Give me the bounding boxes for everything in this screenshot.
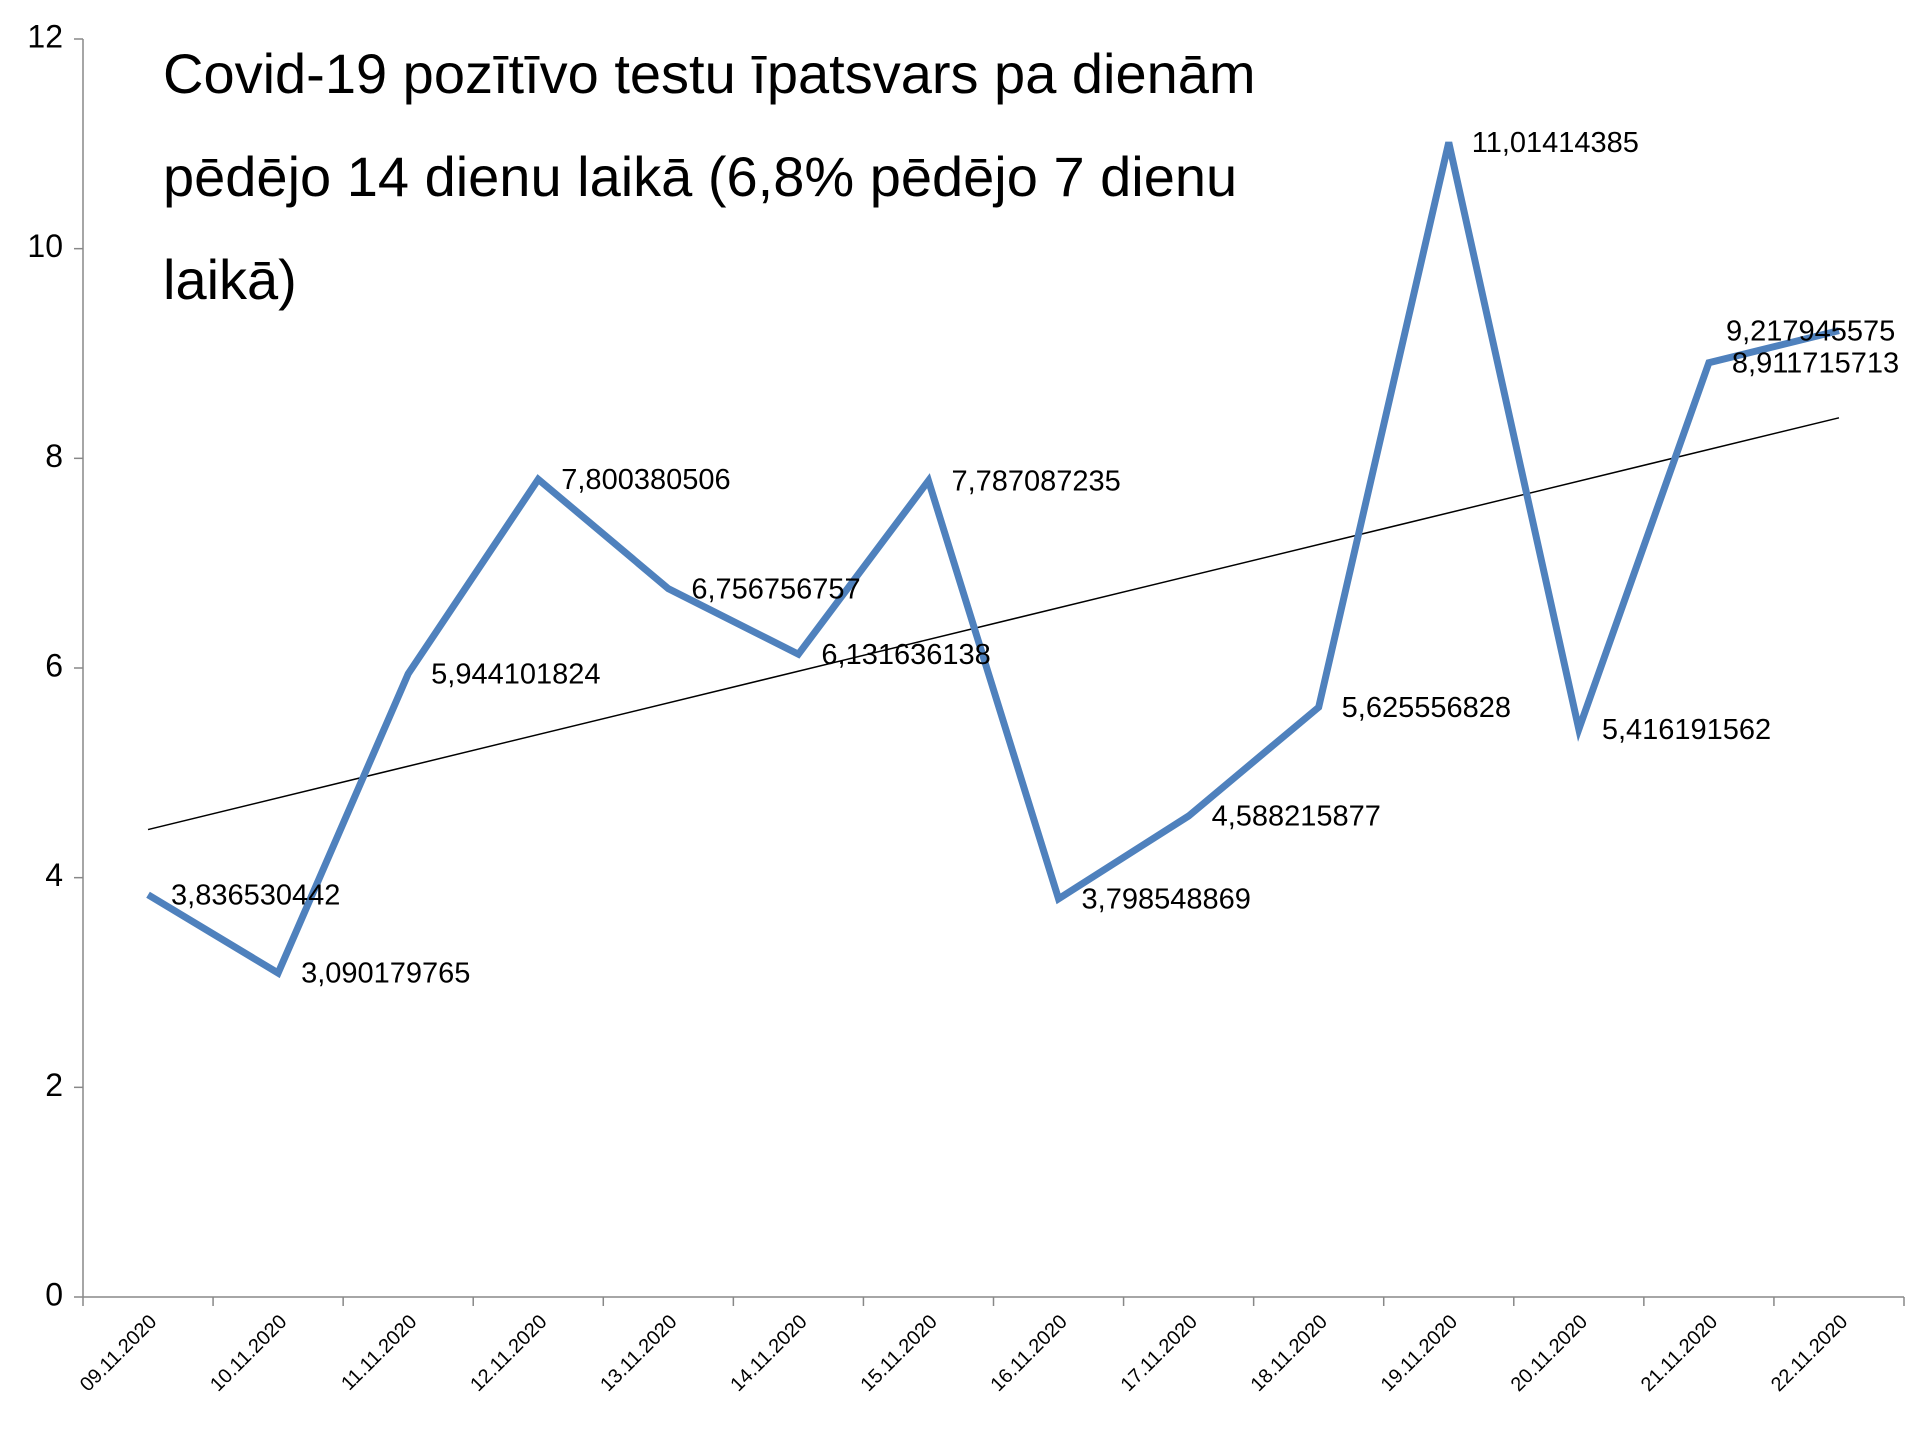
data-label: 9,217945575 xyxy=(1726,315,1895,347)
y-tick-label: 12 xyxy=(27,18,63,54)
x-tick-label: 11.11.2020 xyxy=(337,1311,421,1395)
data-label: 5,625556828 xyxy=(1342,692,1511,724)
x-tick-label: 18.11.2020 xyxy=(1247,1311,1332,1396)
x-tick-label: 16.11.2020 xyxy=(987,1311,1072,1396)
y-tick-label: 4 xyxy=(45,857,63,893)
data-label: 7,787087235 xyxy=(951,465,1120,497)
x-tick-label: 22.11.2020 xyxy=(1767,1311,1852,1396)
y-tick-label: 0 xyxy=(45,1276,63,1312)
x-tick-label: 17.11.2020 xyxy=(1117,1311,1202,1396)
data-label: 11,01414385 xyxy=(1472,127,1639,159)
data-label: 8,911715713 xyxy=(1732,347,1899,379)
x-tick-label: 21.11.2020 xyxy=(1637,1311,1722,1396)
data-label: 6,756756757 xyxy=(691,573,860,605)
data-label: 3,836530442 xyxy=(171,879,340,911)
y-tick-label: 6 xyxy=(45,647,63,683)
y-tick-label: 2 xyxy=(45,1067,63,1103)
y-tick-label: 8 xyxy=(45,438,63,474)
data-label: 6,131636138 xyxy=(821,639,990,671)
data-label: 7,800380506 xyxy=(561,464,730,496)
x-tick-label: 15.11.2020 xyxy=(856,1311,941,1396)
x-tick-label: 09.11.2020 xyxy=(76,1311,161,1396)
x-tick-label: 20.11.2020 xyxy=(1507,1311,1592,1396)
x-tick-label: 14.11.2020 xyxy=(726,1311,811,1396)
data-line xyxy=(146,141,1840,979)
x-tick-label: 19.11.2020 xyxy=(1377,1311,1462,1396)
x-tick-label: 10.11.2020 xyxy=(206,1311,291,1396)
data-label: 4,588215877 xyxy=(1212,801,1381,833)
trendline xyxy=(147,417,1840,831)
chart-title: Covid-19 pozītīvo testu īpatsvars pa die… xyxy=(163,42,1256,311)
data-label: 5,944101824 xyxy=(431,659,600,691)
data-label: 3,798548869 xyxy=(1082,883,1251,915)
x-tick-label: 13.11.2020 xyxy=(596,1311,681,1396)
y-tick-label: 10 xyxy=(27,228,63,264)
data-label: 3,090179765 xyxy=(301,958,470,990)
data-label: 5,416191562 xyxy=(1602,714,1771,746)
x-tick-label: 12.11.2020 xyxy=(466,1311,551,1396)
